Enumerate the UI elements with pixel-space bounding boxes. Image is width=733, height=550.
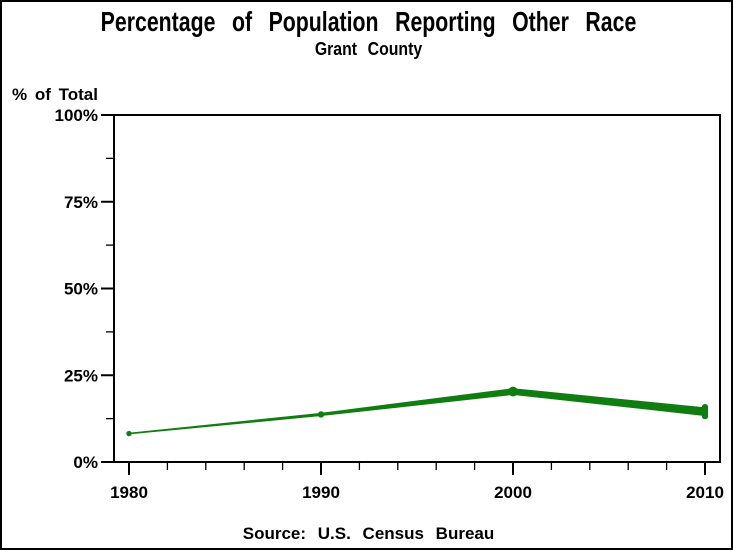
chart-title: Percentage of Population Reporting Other… bbox=[100, 6, 637, 37]
data-point-2010 bbox=[702, 404, 708, 420]
x-tick-label: 1990 bbox=[302, 483, 340, 502]
x-tick-label: 2010 bbox=[686, 483, 724, 502]
data-point-2000 bbox=[508, 386, 518, 397]
y-tick-label: 25% bbox=[64, 366, 98, 385]
trend-line-segment bbox=[512, 388, 706, 416]
trend-line-segment bbox=[320, 388, 514, 417]
source-note: Source: U.S. Census Bureau bbox=[242, 524, 495, 543]
data-point-1980 bbox=[126, 430, 132, 437]
x-tick-label: 2000 bbox=[494, 483, 532, 502]
plot-frame bbox=[113, 114, 721, 463]
y-tick-label: 50% bbox=[64, 280, 98, 299]
chart-subtitle: Grant County bbox=[314, 39, 423, 59]
y-tick-label: 75% bbox=[64, 193, 98, 212]
x-tick-label: 1980 bbox=[110, 483, 148, 502]
y-tick-label: 100% bbox=[55, 106, 98, 125]
trend-line-segment bbox=[128, 412, 322, 435]
y-tick-label: 0% bbox=[73, 453, 98, 472]
y-axis-title: % of Total bbox=[12, 85, 98, 104]
data-point-1990 bbox=[317, 411, 325, 418]
